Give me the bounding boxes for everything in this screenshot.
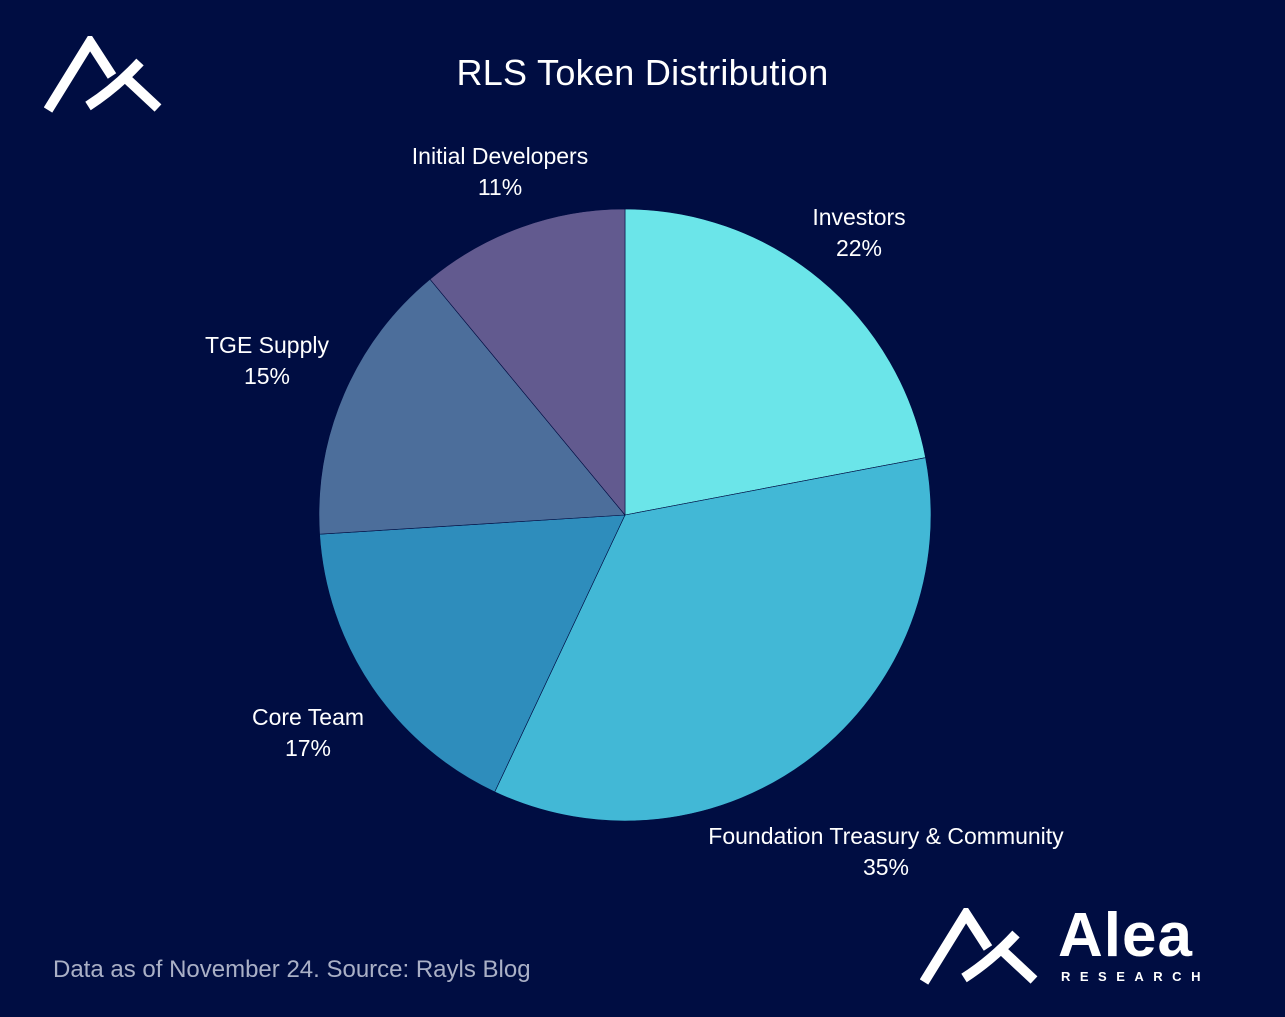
slice-label-foundation-treasury: Foundation Treasury & Community 35% bbox=[708, 821, 1063, 883]
slice-label-investors: Investors 22% bbox=[812, 202, 905, 264]
slice-label-core-team: Core Team 17% bbox=[252, 702, 364, 764]
brand-name: Alea bbox=[1058, 901, 1193, 970]
alea-logo-icon bbox=[920, 908, 1038, 985]
pie-slice-investors bbox=[624, 208, 926, 516]
pie-slice-initial-developers bbox=[429, 208, 626, 516]
slice-value-label: 11% bbox=[477, 174, 523, 200]
alea-logo-icon bbox=[44, 36, 162, 113]
slice-value-label: 22% bbox=[835, 235, 883, 261]
slice-label-initial-developers: Initial Developers 11% bbox=[412, 141, 588, 203]
slice-label-tge-supply: TGE Supply 15% bbox=[205, 330, 329, 392]
brand-subtitle: RESEARCH bbox=[1061, 969, 1210, 984]
slice-category-label: Investors bbox=[812, 204, 906, 230]
source-footnote: Data as of November 24. Source: Rayls Bl… bbox=[53, 956, 531, 983]
slice-category-label: Initial Developers bbox=[411, 143, 589, 169]
pie-slice-foundation-treasury-community bbox=[494, 457, 932, 822]
chart-title: RLS Token Distribution bbox=[456, 52, 829, 93]
slice-category-label: TGE Supply bbox=[205, 332, 329, 358]
slice-value-label: 35% bbox=[862, 854, 910, 880]
pie-slice-tge-supply bbox=[318, 278, 626, 535]
slice-category-label: Foundation Treasury & Community bbox=[708, 823, 1064, 849]
pie-slice-core-team bbox=[319, 514, 626, 793]
slice-category-label: Core Team bbox=[251, 704, 365, 730]
slice-value-label: 15% bbox=[243, 363, 291, 389]
slice-value-label: 17% bbox=[284, 735, 332, 761]
